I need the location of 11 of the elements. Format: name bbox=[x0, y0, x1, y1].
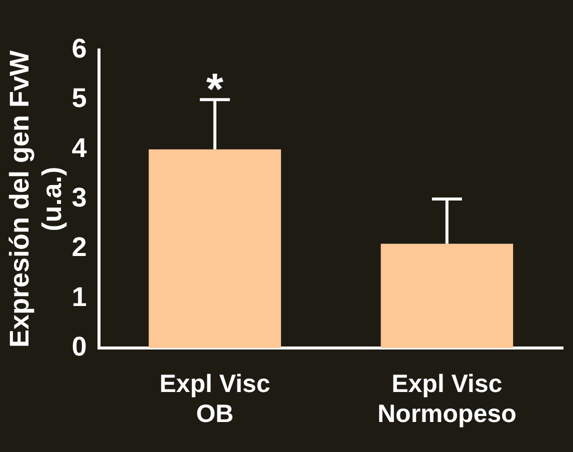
y-tick-label: 5 bbox=[72, 83, 87, 114]
x-tick-label: Expl Visc OB bbox=[160, 370, 270, 428]
x-tick-label: Expl Visc Normopeso bbox=[378, 370, 516, 428]
y-tick-label: 3 bbox=[72, 182, 87, 212]
y-tick-label: 2 bbox=[72, 232, 87, 262]
y-tick-label: 4 bbox=[72, 132, 87, 163]
y-tick-label: 1 bbox=[72, 282, 87, 312]
y-tick-label: 6 bbox=[72, 33, 87, 64]
y-axis-title: Expresión del gen FvW (u.a.) bbox=[4, 50, 68, 348]
annotation: * bbox=[206, 64, 224, 114]
y-tick-label: 0 bbox=[72, 331, 87, 362]
